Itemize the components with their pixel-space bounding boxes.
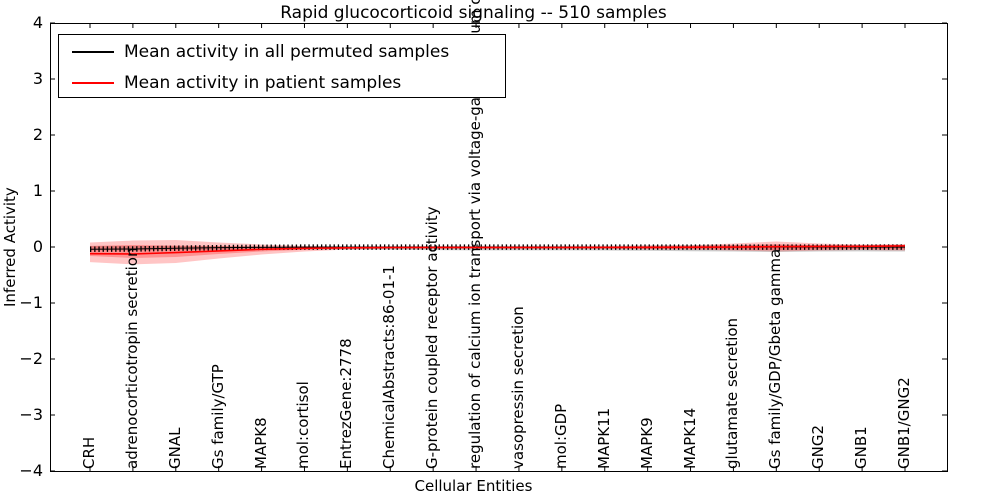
legend: Mean activity in all permuted samples Me… — [58, 34, 506, 98]
y-tick-label: −3 — [19, 405, 43, 424]
y-tick-label: −2 — [19, 349, 43, 368]
x-tick-label: Gs family/GTP — [208, 364, 227, 469]
chart-title: Rapid glucocorticoid signaling -- 510 sa… — [280, 3, 667, 23]
x-tick-label: adrenocorticotropin secretion — [122, 247, 141, 469]
x-tick-label: GNB1 — [852, 426, 871, 469]
x-tick-label: mol:cortisol — [294, 381, 313, 469]
legend-line-sample-red — [72, 82, 114, 84]
legend-line-sample-black — [72, 51, 114, 53]
y-tick-label: 2 — [32, 125, 43, 144]
legend-label: Mean activity in all permuted samples — [124, 42, 450, 62]
x-tick-label: CRH — [80, 436, 98, 469]
x-tick-label: G-protein coupled receptor activity — [423, 206, 442, 469]
x-tick-label: GNB1/GNG2 — [895, 377, 913, 469]
y-tick-label: 4 — [32, 13, 43, 32]
x-tick-label: MAPK8 — [251, 417, 270, 469]
band-patient-spread-outer — [90, 240, 905, 265]
x-tick-label: glutamate secretion — [723, 317, 742, 469]
x-tick-label: MAPK14 — [680, 407, 699, 469]
legend-label: Mean activity in patient samples — [124, 73, 402, 93]
y-tick-label: 3 — [32, 69, 43, 88]
x-tick-label: MAPK9 — [637, 417, 656, 469]
legend-entry-permuted: Mean activity in all permuted samples — [59, 38, 505, 66]
x-tick-label: Gs family/GDP/Gbeta gamma — [766, 248, 785, 469]
x-tick-label: GNG2 — [809, 424, 828, 469]
y-tick-label: 1 — [32, 181, 43, 200]
y-tick-label: 0 — [32, 237, 43, 256]
y-tick-label: −1 — [19, 293, 43, 312]
x-axis-label: Cellular Entities — [414, 477, 533, 495]
x-tick-label: ChemicalAbstracts:86-01-1 — [380, 265, 399, 469]
x-tick-label: vasopressin secretion — [508, 306, 527, 469]
legend-entry-patient: Mean activity in patient samples — [59, 69, 505, 97]
series-line-patient — [89, 245, 906, 255]
x-tick-label: mol:GDP — [551, 403, 570, 469]
x-tick-label: GNAL — [165, 427, 184, 469]
x-tick-label: EntrezGene:2778 — [337, 338, 356, 469]
y-tick-label: −4 — [19, 461, 43, 480]
x-tick-label: MAPK11 — [594, 407, 613, 469]
